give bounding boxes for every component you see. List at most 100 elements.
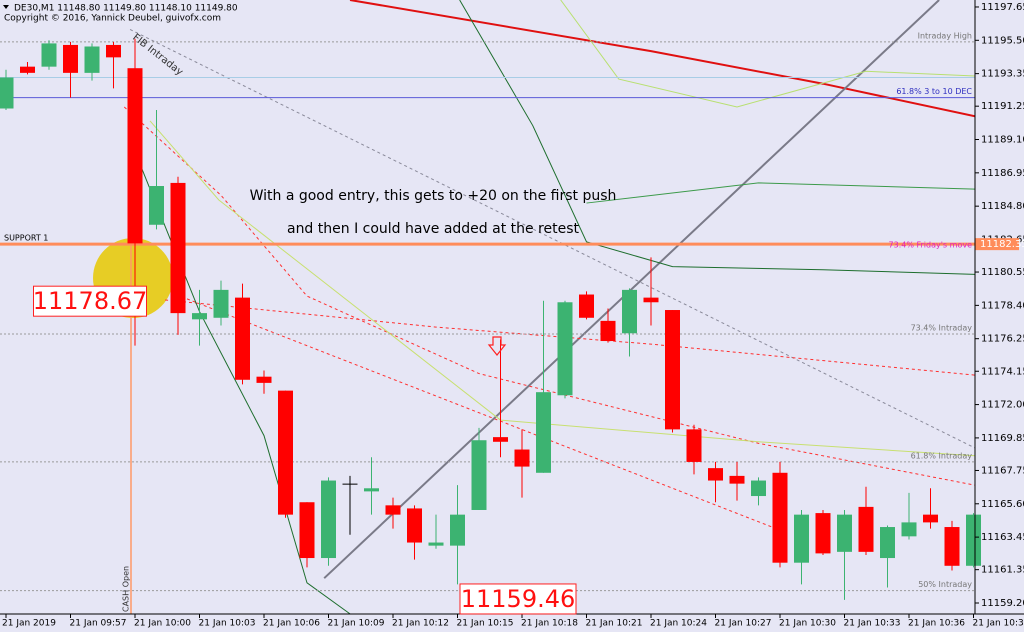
- candle-body: [192, 313, 207, 320]
- level-label: 73.4% Friday's move: [889, 241, 973, 250]
- candle-body: [385, 505, 401, 515]
- candle-body: [278, 390, 293, 515]
- y-tick-label: 11172.00: [981, 400, 1024, 411]
- indicator-line: [586, 182, 975, 204]
- y-tick-label: 11184.80: [981, 201, 1024, 212]
- candle-body: [0, 77, 14, 109]
- y-tick-label: 11195.50: [981, 35, 1024, 46]
- y-tick-label: 11165.60: [981, 499, 1024, 510]
- candle-body: [901, 522, 917, 537]
- x-tick-label: 21 Jan 10:00: [134, 619, 191, 629]
- x-tick-label: 21 Jan 09:57: [70, 619, 127, 629]
- candle-body: [600, 320, 616, 342]
- candle-body: [751, 480, 766, 497]
- candle-body: [729, 475, 745, 484]
- x-tick-label: 21 Jan 10:39: [973, 619, 1024, 629]
- cash-open-label: CASH Open: [122, 566, 131, 612]
- indicator-line: [349, 0, 975, 118]
- candle-body: [557, 302, 573, 396]
- y-tick-label: 11174.15: [981, 366, 1024, 377]
- y-tick-label: 11191.25: [981, 101, 1024, 112]
- x-tick-label: 21 Jan 10:30: [779, 619, 836, 629]
- header: DE30,M1 11148.80 11149.80 11148.10 11149…: [14, 4, 238, 14]
- candle-body: [20, 66, 35, 73]
- level-label: SUPPORT 1: [4, 234, 48, 243]
- level-label: 61.8% Intraday: [911, 451, 973, 460]
- y-tick-label: 11161.35: [981, 565, 1024, 576]
- x-tick-label: 21 Jan 10:15: [457, 619, 514, 629]
- y-tick-label: 11197.65: [981, 2, 1024, 13]
- candle-body: [966, 514, 981, 566]
- candle-body: [880, 527, 895, 559]
- candle-body: [665, 310, 680, 430]
- candle-body: [450, 514, 465, 546]
- x-tick-label: 21 Jan 10:18: [521, 619, 578, 629]
- y-tick-label: 11163.45: [981, 532, 1024, 543]
- candle-body: [686, 429, 702, 462]
- candle-body: [299, 502, 315, 559]
- candle-body: [149, 186, 164, 225]
- y-tick-label: 11178.40: [981, 300, 1024, 311]
- candle-body: [364, 488, 379, 492]
- candle-body: [643, 297, 659, 303]
- y-tick-label: 11167.75: [981, 465, 1024, 476]
- candle-body: [170, 182, 186, 314]
- x-tick-label: 21 Jan 2019: [2, 619, 56, 629]
- y-tick-label: 11159.20: [981, 598, 1024, 609]
- x-tick-label: 21 Jan 10:06: [263, 619, 320, 629]
- level-label: 73.4% Intraday: [911, 324, 973, 333]
- candle-body: [772, 472, 788, 563]
- price-label: 11159.46: [461, 585, 576, 613]
- x-tick-label: 21 Jan 10:33: [844, 619, 901, 629]
- candle-body: [923, 514, 938, 523]
- annotation: and then I could have added at the retes…: [287, 221, 580, 237]
- indicator-line: [560, 0, 975, 108]
- level-label: 61.8% 3 to 10 DEC: [896, 87, 972, 96]
- candle-body: [127, 68, 143, 244]
- level-label: Intraday High: [918, 31, 972, 40]
- x-tick-label: 21 Jan 10:36: [908, 619, 965, 629]
- x-tick-label: 21 Jan 10:27: [715, 619, 772, 629]
- candle-body: [815, 513, 831, 554]
- candle-body: [428, 542, 444, 546]
- candle-body: [407, 508, 422, 543]
- y-tick-label: 11169.85: [981, 433, 1024, 444]
- candle-body: [256, 376, 272, 383]
- y-tick-label: 11176.25: [981, 334, 1024, 345]
- candle-body: [63, 44, 78, 73]
- level-label: 50% Intraday: [918, 580, 972, 589]
- candle-body: [794, 514, 809, 563]
- x-tick-label: 21 Jan 10:03: [199, 619, 256, 629]
- candle-body: [84, 46, 100, 73]
- header-arrow: [3, 5, 9, 9]
- down-arrow: [487, 336, 507, 356]
- x-tick-label: 21 Jan 10:12: [392, 619, 449, 629]
- x-tick-label: 21 Jan 10:09: [328, 619, 385, 629]
- y-tick-label: 11180.55: [981, 267, 1024, 278]
- candle-body: [579, 294, 594, 318]
- price-label-box: [459, 583, 577, 615]
- indicator-line: [123, 106, 975, 486]
- candle-body: [321, 480, 336, 559]
- candle-body: [235, 297, 250, 380]
- candle-body: [41, 43, 57, 67]
- candle-body: [944, 527, 960, 566]
- y-tick-label: 11189.10: [981, 135, 1024, 146]
- price-tag: [975, 238, 1019, 251]
- candle-body: [837, 514, 852, 552]
- indicator-line: [323, 0, 940, 579]
- price-label-box: [33, 285, 147, 317]
- price-tag-label: 11182.35: [980, 239, 1024, 250]
- levels: Intraday High 61.8% 3 to 10 DEC SUPPORT 1 7…: [0, 31, 975, 592]
- x-tick-label: 21 Jan 10:21: [586, 619, 643, 629]
- y-tick-label: 11186.95: [981, 168, 1024, 179]
- price-label: 11178.67: [33, 287, 148, 315]
- candle-body: [622, 289, 637, 334]
- annotation: With a good entry, this gets to +20 on t…: [250, 188, 617, 204]
- candle-body: [708, 468, 723, 481]
- candle-body: [213, 289, 229, 318]
- candle-body: [514, 449, 530, 467]
